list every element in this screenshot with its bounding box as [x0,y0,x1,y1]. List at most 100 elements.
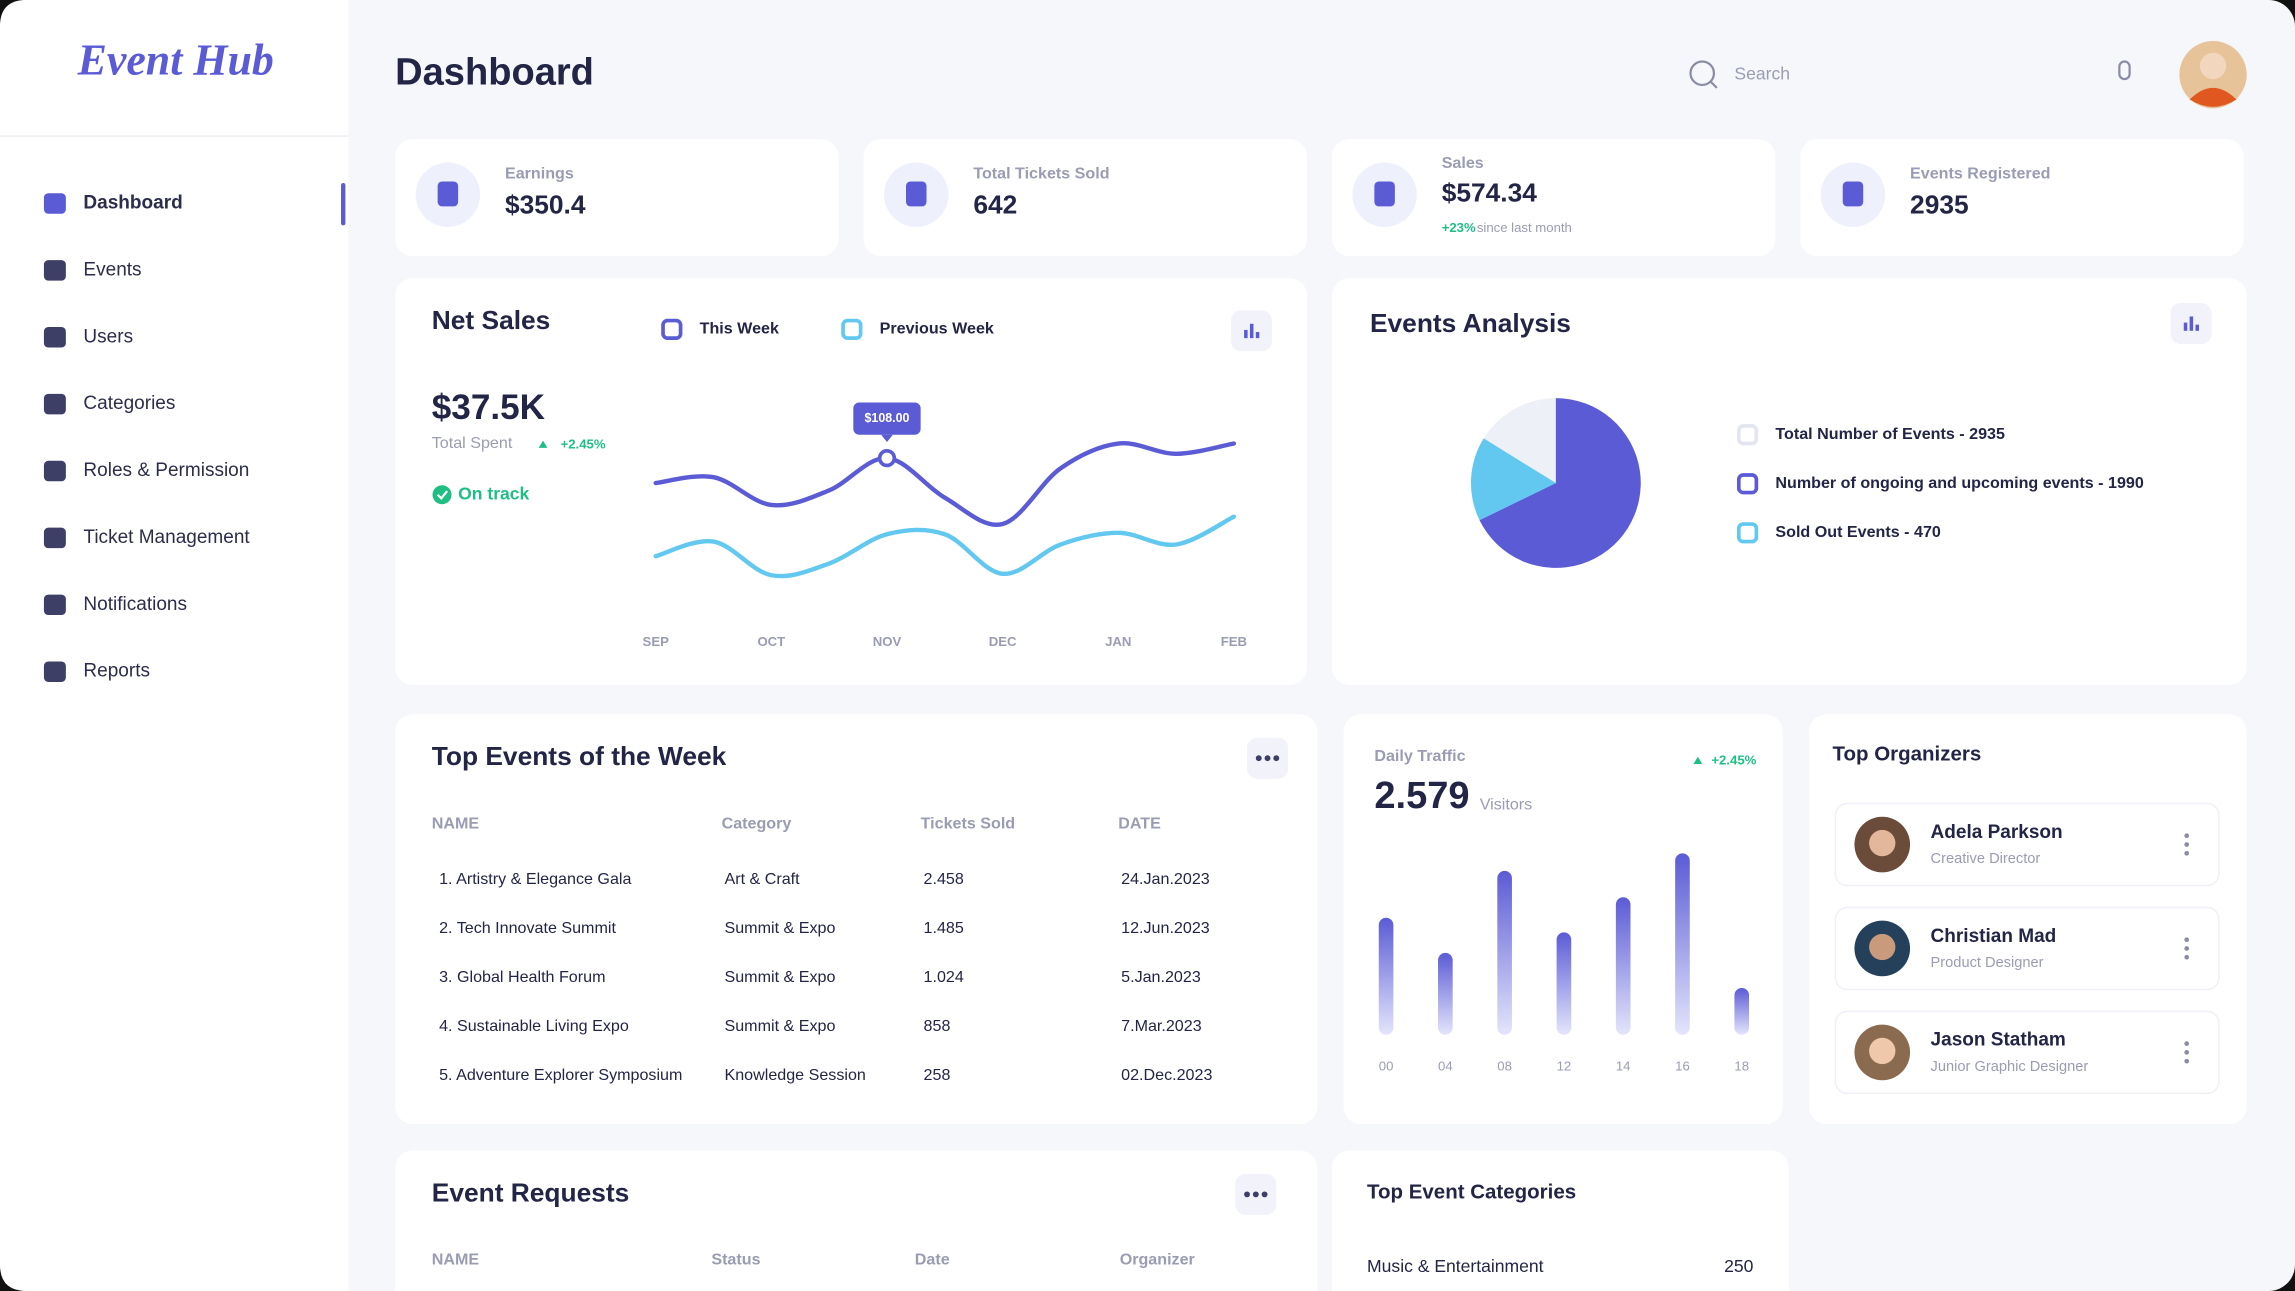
pie-slice [1479,398,1641,568]
tooltip [853,402,921,435]
tooltip-label: $108.00 [864,411,909,425]
search-icon [1689,60,1716,87]
bar [1734,987,1750,1035]
stat-value: $350.4 [505,189,586,219]
card [863,139,1308,257]
organizer-card[interactable] [1834,1010,2220,1095]
nav-item[interactable]: Categories [83,393,175,414]
column-header: Status [711,1250,760,1268]
card-title: Event Requests [432,1177,630,1207]
line-series [653,514,1237,579]
nav-icon [43,327,66,348]
card [1800,139,2244,257]
icon-dot [1252,1191,1259,1198]
stat-icon [905,181,927,207]
column-header: Tickets Sold [921,814,1016,832]
card-title: Top Event Categories [1367,1180,1576,1203]
organizer-card[interactable] [1834,906,2220,991]
kebab-dot [2184,937,2190,943]
active-indicator [341,182,346,226]
x-tick-label: FEB [1221,634,1247,649]
stat-label: Events Registered [1910,164,2050,182]
bar [1438,952,1453,1035]
x-tick-label: 00 [1379,1059,1394,1074]
x-tick-label: DEC [989,634,1017,649]
net-amount: $37.5K [432,388,546,427]
net-change: +2.45% [561,436,606,451]
search-placeholder[interactable]: Search [1734,63,1790,83]
organizer-role: Product Designer [1931,955,2044,971]
column-header: NAME [432,814,480,832]
table-cell: Knowledge Session [725,1066,866,1084]
table-cell: Art & Craft [725,870,801,888]
x-tick-label: SEP [643,634,670,649]
nav-icon [43,661,66,682]
status-icon [436,490,449,501]
table-cell: 12.Jun.2023 [1121,919,1210,937]
stat-icon [1842,181,1864,207]
table-cell: 2. Tech Innovate Summit [439,919,616,937]
nav-item[interactable]: Reports [83,661,150,682]
x-tick-label: 14 [1616,1059,1631,1074]
bar [1556,932,1572,1035]
search-bar[interactable] [1689,60,2131,89]
nav-icon [43,393,66,415]
brand: Event Hub [77,37,274,85]
nav-icon [43,260,66,281]
legend-swatch [1736,522,1759,544]
kebab-dot [2184,833,2190,839]
icon-dot [1255,755,1262,762]
x-tick-label: NOV [873,634,902,649]
column-header: NAME [432,1250,480,1268]
stat-icon [437,181,459,207]
avatar [2189,87,2237,107]
mic-icon[interactable] [2118,60,2131,81]
nav-item[interactable]: Dashboard [83,193,182,214]
traffic-unit: Visitors [1480,795,1532,813]
table-cell: 1. Artistry & Elegance Gala [439,870,631,888]
nav-item[interactable]: Events [83,259,141,280]
nav-item[interactable]: Ticket Management [83,527,250,548]
stat-change: +23% [1442,220,1476,235]
kebab-dot [2184,850,2190,856]
icon-dot [1244,1191,1250,1198]
table-cell: 5.Jan.2023 [1121,968,1201,986]
bar [1497,870,1512,1035]
nav-icon [43,193,66,214]
x-tick-label: JAN [1105,634,1131,649]
stat-note: since last month [1477,220,1572,235]
icon-bar [2195,324,2199,331]
legend-swatch [661,318,683,340]
x-tick-label: 18 [1734,1059,1749,1074]
column-header: Date [915,1250,950,1268]
legend-label: Total Number of Events - 2935 [1775,425,2005,443]
search-icon [1710,81,1718,89]
stat-value: 642 [973,189,1017,219]
table-cell: Summit & Expo [725,919,836,937]
table-cell: 3. Global Health Forum [439,968,605,986]
table-cell: 7.Mar.2023 [1121,1017,1202,1035]
sidebar [0,0,349,1291]
category-name: Music & Entertainment [1367,1256,1544,1276]
organizer-avatar [1869,933,1896,961]
bar [1615,897,1631,1035]
icon-bar [2183,322,2188,331]
card [395,278,1308,686]
stat-label: Earnings [505,164,574,182]
table-cell: 4. Sustainable Living Expo [439,1017,629,1035]
stat-label: Sales [1442,154,1484,172]
nav-item[interactable]: Users [83,326,133,347]
card [1343,714,1783,1125]
pie-slice [1470,438,1556,521]
icon-bar [1244,329,1248,339]
stat-icon [1374,181,1395,207]
nav-item[interactable]: Roles & Permission [83,460,249,481]
card [1331,139,1776,257]
traffic-total: 2.579 [1374,775,1469,817]
table-cell: 1.485 [924,919,964,937]
icon-bar [1249,323,1254,339]
nav-item[interactable]: Notifications [83,594,187,615]
organizer-name: Christian Mad [1931,926,2057,947]
organizer-card[interactable] [1834,802,2220,887]
